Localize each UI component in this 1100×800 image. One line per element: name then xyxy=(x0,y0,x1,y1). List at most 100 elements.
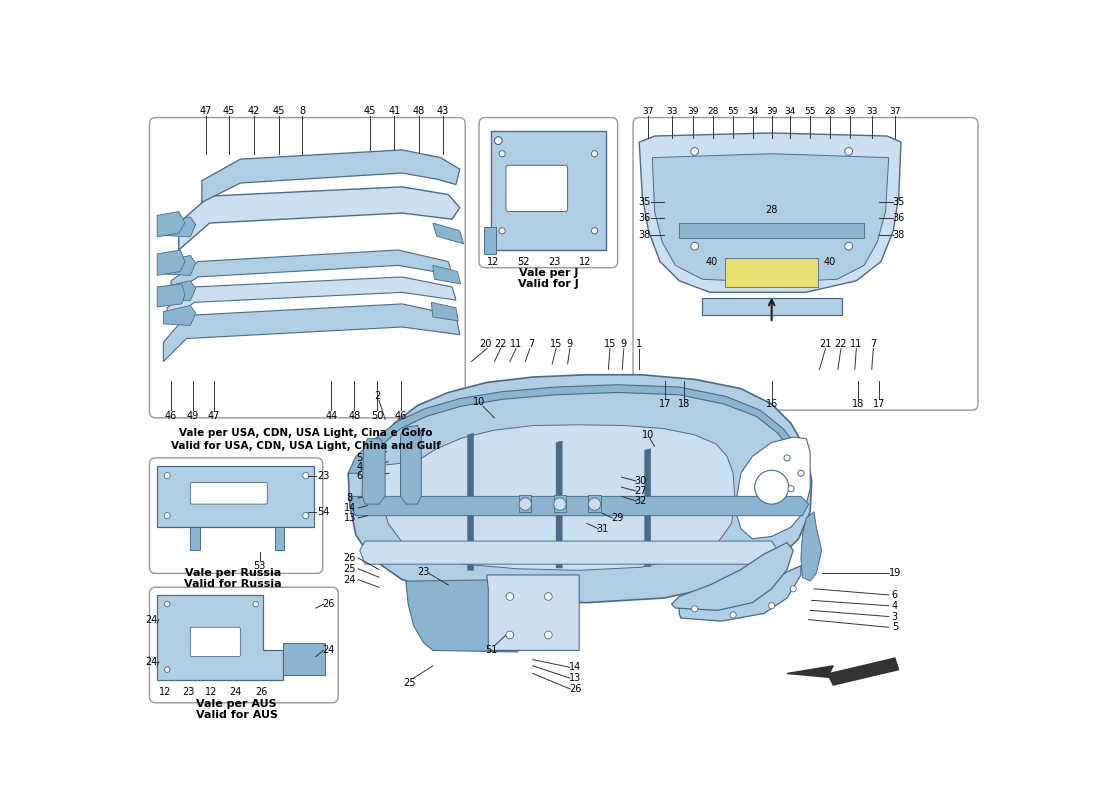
Polygon shape xyxy=(788,658,899,685)
Text: 12: 12 xyxy=(205,687,218,697)
Text: 47: 47 xyxy=(199,106,212,116)
Circle shape xyxy=(253,602,258,607)
FancyBboxPatch shape xyxy=(150,458,322,574)
Polygon shape xyxy=(400,426,421,504)
Text: 4: 4 xyxy=(892,601,898,610)
FancyBboxPatch shape xyxy=(480,118,618,268)
Text: 46: 46 xyxy=(165,410,177,421)
Circle shape xyxy=(544,631,552,639)
Text: 14: 14 xyxy=(569,662,582,672)
Text: 18: 18 xyxy=(851,399,864,409)
Polygon shape xyxy=(163,255,196,275)
Text: 36: 36 xyxy=(638,213,651,222)
Text: 31: 31 xyxy=(596,524,608,534)
Text: sparepartsforferrari.com: sparepartsforferrari.com xyxy=(422,442,751,613)
Polygon shape xyxy=(163,306,196,326)
Text: 33: 33 xyxy=(666,107,678,116)
Polygon shape xyxy=(172,250,452,294)
Text: 38: 38 xyxy=(892,230,905,240)
Polygon shape xyxy=(556,441,562,568)
Polygon shape xyxy=(350,496,808,516)
Polygon shape xyxy=(275,527,284,550)
Polygon shape xyxy=(680,566,801,621)
Text: 54: 54 xyxy=(318,507,330,517)
Polygon shape xyxy=(801,512,822,581)
Text: 23: 23 xyxy=(417,567,430,577)
Polygon shape xyxy=(484,227,496,254)
Text: Valid for USA, CDN, USA Light, China and Gulf: Valid for USA, CDN, USA Light, China and… xyxy=(170,441,441,450)
Text: 28: 28 xyxy=(766,205,778,215)
Polygon shape xyxy=(406,579,517,652)
Text: 45: 45 xyxy=(222,106,235,116)
Text: 40: 40 xyxy=(705,257,717,266)
Text: 26: 26 xyxy=(569,684,582,694)
Text: 8: 8 xyxy=(299,106,305,116)
Circle shape xyxy=(506,631,514,639)
Text: 55: 55 xyxy=(727,107,739,116)
Text: 51: 51 xyxy=(485,646,497,655)
Text: 3: 3 xyxy=(892,611,898,622)
Polygon shape xyxy=(360,541,778,564)
Text: 32: 32 xyxy=(635,496,647,506)
Polygon shape xyxy=(671,542,793,610)
FancyBboxPatch shape xyxy=(190,482,267,504)
Polygon shape xyxy=(163,304,460,362)
Text: Valid for J: Valid for J xyxy=(518,279,579,289)
Circle shape xyxy=(553,498,566,510)
Text: 19: 19 xyxy=(889,568,901,578)
Circle shape xyxy=(790,586,796,592)
Polygon shape xyxy=(178,187,460,250)
Text: 37: 37 xyxy=(642,107,654,116)
Text: 8: 8 xyxy=(346,493,353,503)
Text: 52: 52 xyxy=(517,257,530,266)
Text: 7: 7 xyxy=(870,339,877,349)
Text: 28: 28 xyxy=(707,107,718,116)
Polygon shape xyxy=(163,281,196,301)
Text: 33: 33 xyxy=(866,107,878,116)
Polygon shape xyxy=(588,495,601,512)
Text: 24: 24 xyxy=(322,646,335,655)
Circle shape xyxy=(499,228,505,234)
Text: 12: 12 xyxy=(158,687,172,697)
Polygon shape xyxy=(433,223,464,244)
Text: 25: 25 xyxy=(343,564,356,574)
Polygon shape xyxy=(680,223,865,238)
Circle shape xyxy=(798,470,804,476)
Polygon shape xyxy=(703,298,843,315)
FancyBboxPatch shape xyxy=(150,118,465,418)
Text: 23: 23 xyxy=(318,470,330,481)
Text: 5: 5 xyxy=(892,622,898,632)
Text: 23: 23 xyxy=(548,257,561,266)
Text: 53: 53 xyxy=(253,561,266,570)
Circle shape xyxy=(499,150,505,157)
Polygon shape xyxy=(639,133,901,292)
Circle shape xyxy=(755,470,789,504)
Text: 13: 13 xyxy=(343,513,355,523)
Text: 26: 26 xyxy=(322,599,335,610)
Circle shape xyxy=(302,473,309,478)
Text: 22: 22 xyxy=(835,339,847,349)
Text: 49: 49 xyxy=(187,410,199,421)
Polygon shape xyxy=(433,266,461,284)
Polygon shape xyxy=(378,425,735,570)
Polygon shape xyxy=(157,466,314,527)
Text: 6: 6 xyxy=(356,471,363,482)
Text: 39: 39 xyxy=(845,107,856,116)
Text: 45: 45 xyxy=(363,106,376,116)
Text: 18: 18 xyxy=(678,399,690,409)
Polygon shape xyxy=(190,527,199,550)
Text: 39: 39 xyxy=(766,107,778,116)
Circle shape xyxy=(845,147,853,155)
Text: 23: 23 xyxy=(182,687,195,697)
Text: Vale per USA, CDN, USA Light, Cina e Golfo: Vale per USA, CDN, USA Light, Cina e Gol… xyxy=(179,428,432,438)
Circle shape xyxy=(692,606,697,612)
Text: 14: 14 xyxy=(343,503,355,513)
Circle shape xyxy=(691,147,698,155)
Text: 20: 20 xyxy=(478,339,492,349)
Text: 12: 12 xyxy=(579,257,592,266)
Circle shape xyxy=(592,150,597,157)
FancyBboxPatch shape xyxy=(634,118,978,410)
Text: 24: 24 xyxy=(145,614,158,625)
Circle shape xyxy=(544,593,552,600)
FancyBboxPatch shape xyxy=(190,627,241,657)
